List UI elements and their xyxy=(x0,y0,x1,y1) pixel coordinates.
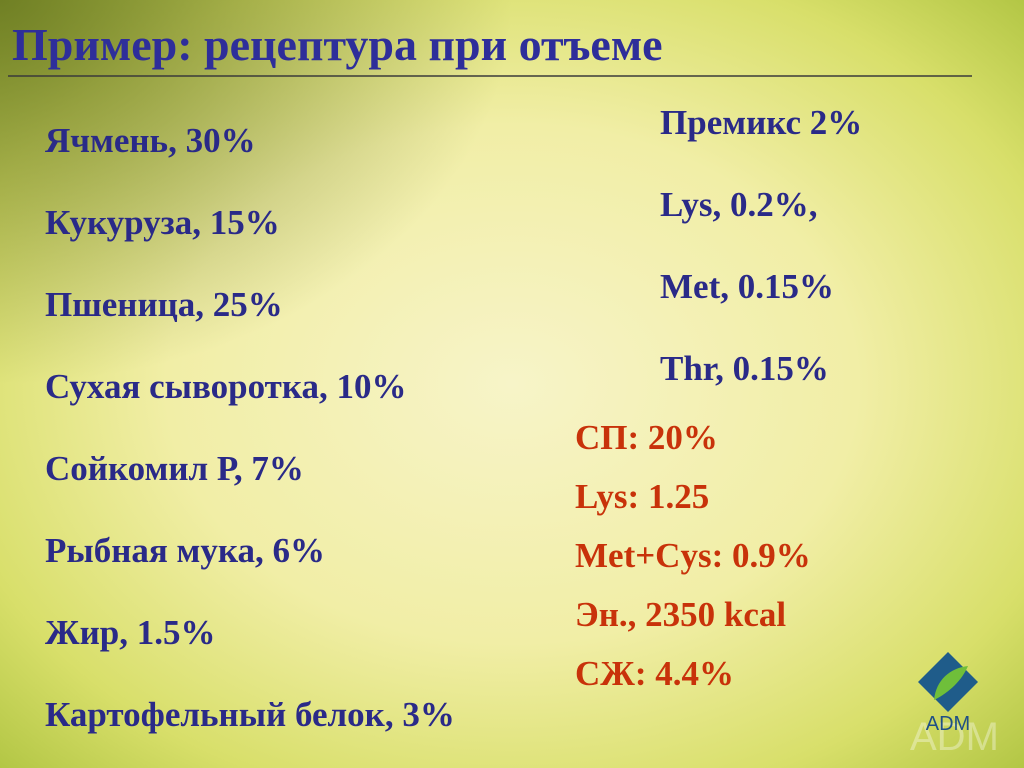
ingredient: Картофельный белок, 3% xyxy=(45,695,455,734)
logo: ADM ADM xyxy=(910,652,999,759)
ingredient: Сойкомил Р, 7% xyxy=(45,449,304,488)
additive: Thr, 0.15% xyxy=(660,349,829,388)
nutrient: СП: 20% xyxy=(575,418,718,457)
nutrient: Эн., 2350 kcal xyxy=(575,595,786,634)
nutrient: Met+Cys: 0.9% xyxy=(575,536,811,575)
additive-list: Премикс 2% Lys, 0.2%, Met, 0.15% Thr, 0.15% xyxy=(660,103,862,388)
additive: Премикс 2% xyxy=(660,103,862,142)
ingredient-list: Ячмень, 30% Кукуруза, 15% Пшеница, 25% Суха… xyxy=(45,121,455,734)
slide-title: Пример: рецептура при отъеме xyxy=(12,19,663,70)
logo-leaf xyxy=(934,666,968,700)
ingredient: Пшеница, 25% xyxy=(45,285,283,324)
logo-watermark: ADM xyxy=(910,715,999,759)
nutrient: Lys: 1.25 xyxy=(575,477,709,516)
ingredient: Ячмень, 30% xyxy=(45,121,256,160)
ingredient: Рыбная мука, 6% xyxy=(45,531,325,570)
ingredient: Кукуруза, 15% xyxy=(45,203,280,242)
ingredient: Сухая сыворотка, 10% xyxy=(45,367,406,406)
logo-text: ADM xyxy=(926,713,970,735)
ingredient: Жир, 1.5% xyxy=(45,613,216,652)
additive: Lys, 0.2%, xyxy=(660,185,818,224)
nutrient: СЖ: 4.4% xyxy=(575,654,734,693)
additive: Met, 0.15% xyxy=(660,267,834,306)
nutrient-list: СП: 20% Lys: 1.25 Met+Cys: 0.9% Эн., 2350 k… xyxy=(575,418,811,693)
